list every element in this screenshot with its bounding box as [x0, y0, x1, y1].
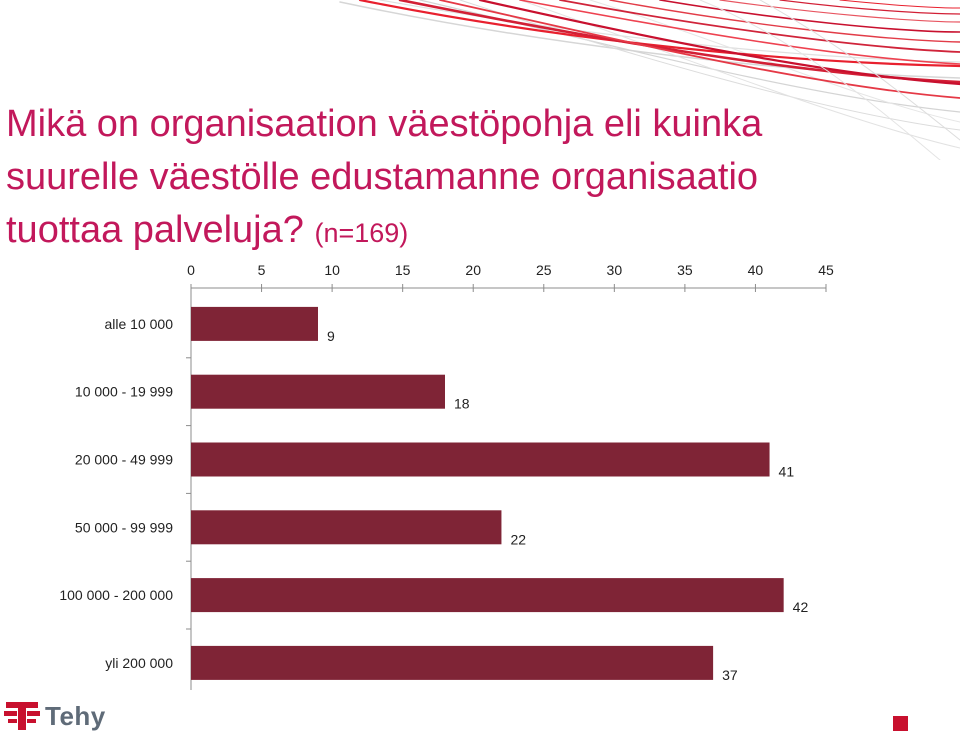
- data-label: 18: [454, 396, 470, 412]
- x-tick-label: 20: [465, 262, 481, 278]
- bar: [191, 578, 784, 613]
- bar: [191, 306, 318, 341]
- x-tick-label: 45: [818, 262, 834, 278]
- bar-chart: 0 5 10 15 20 25 30 35 40 45 alle 10 000 9 10 000 - …: [59, 262, 834, 690]
- data-label: 41: [779, 464, 795, 480]
- data-label: 22: [510, 531, 526, 547]
- x-tick-label: 25: [536, 262, 552, 278]
- x-tick-label: 5: [258, 262, 266, 278]
- bar: [191, 645, 714, 680]
- sample-size-note: (n=169): [314, 218, 409, 248]
- data-label: 42: [793, 599, 809, 615]
- data-label: 37: [722, 667, 738, 683]
- category-label: 100 000 - 200 000: [59, 587, 173, 603]
- logo-wordmark: Tehy: [45, 701, 106, 731]
- category-label: yli 200 000: [105, 655, 173, 671]
- bar: [191, 374, 445, 409]
- category-label: alle 10 000: [104, 316, 173, 332]
- decorative-swoosh: [339, 0, 960, 160]
- tehy-logo-icon: [4, 702, 40, 730]
- category-label: 20 000 - 49 999: [75, 452, 173, 468]
- x-axis: 0 5 10 15 20 25 30 35 40 45: [186, 262, 834, 690]
- x-tick-label: 15: [395, 262, 411, 278]
- corner-square-icon: [893, 716, 908, 731]
- slide-title: Mikä on organisaation väestöpohja eli ku…: [6, 98, 866, 260]
- category-label: 50 000 - 99 999: [75, 519, 173, 535]
- category-label: 10 000 - 19 999: [75, 384, 173, 400]
- x-tick-label: 35: [677, 262, 693, 278]
- x-tick-label: 40: [748, 262, 764, 278]
- x-tick-label: 0: [187, 262, 195, 278]
- x-tick-label: 10: [324, 262, 340, 278]
- x-tick-label: 30: [607, 262, 623, 278]
- bar: [191, 442, 770, 477]
- bars: alle 10 000 9 10 000 - 19 999 18 20 000 - 49…: [59, 306, 809, 683]
- data-label: 9: [327, 328, 335, 344]
- bar: [191, 510, 502, 545]
- slide-title-text: Mikä on organisaation väestöpohja eli ku…: [6, 103, 763, 251]
